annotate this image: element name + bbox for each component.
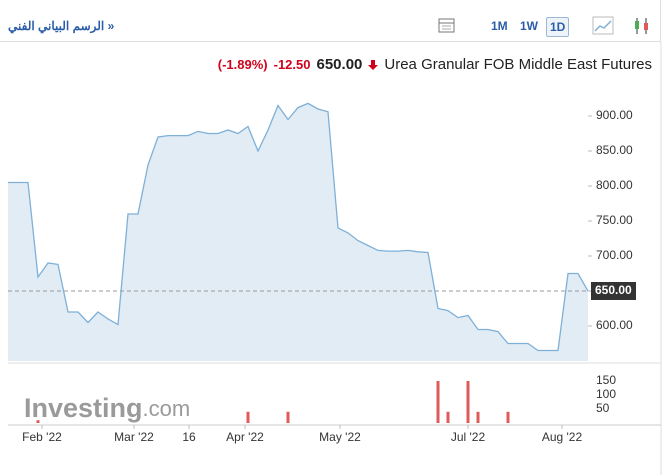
volume-bar (36, 420, 40, 423)
indicator-icon[interactable] (632, 16, 652, 36)
x-tick-label: Aug '22 (542, 430, 583, 444)
y-tick-label: 850.00 (596, 143, 633, 157)
change-percent: (-1.89%) (217, 57, 268, 72)
table-icon[interactable] (438, 18, 456, 34)
watermark-main: Investing (24, 393, 143, 423)
y-tick-label: 700.00 (596, 248, 633, 262)
instrument-name: Urea Granular FOB Middle East Futures (384, 56, 652, 73)
x-tick-label: 16 (182, 430, 196, 444)
volume-bar (466, 381, 470, 423)
y-tick-label: 750.00 (596, 213, 633, 227)
volume-bar (506, 411, 510, 423)
area-fill (8, 103, 588, 362)
x-tick-label: May '22 (319, 430, 361, 444)
y-tick-label: 600.00 (596, 318, 633, 332)
down-arrow (368, 59, 379, 70)
volume-bar (286, 411, 290, 423)
x-tick-label: Mar '22 (114, 430, 154, 444)
watermark: Investing.com (24, 393, 190, 423)
volume-bar (476, 411, 480, 423)
watermark-suffix: .com (143, 396, 191, 421)
x-tick-label: Jul '22 (451, 430, 486, 444)
y-tick-label: 900.00 (596, 108, 633, 122)
x-tick-label: Feb '22 (22, 430, 62, 444)
period-button[interactable]: 1W (520, 19, 538, 33)
quote-header: (-1.89%) -12.50 650.00 Urea Granular FOB… (218, 56, 652, 73)
volume-bar (246, 411, 250, 423)
y2-tick-label: 100 (596, 387, 616, 401)
volume-bar (436, 381, 440, 423)
current-price-label: 650.00 (595, 283, 632, 297)
toolbar: الرسم البياني الفني » 1M 1W 1D (0, 0, 661, 42)
x-tick-label: Apr '22 (226, 430, 264, 444)
y2-tick-label: 50 (596, 401, 610, 415)
volume-bar (446, 411, 450, 423)
technical-chart-link[interactable]: الرسم البياني الفني » (8, 19, 115, 33)
price-line (8, 102, 589, 352)
y-tick-label: 800.00 (596, 178, 633, 192)
period-button[interactable]: 1M (491, 19, 508, 33)
current-price-box (591, 282, 636, 300)
change: -12.50 (273, 57, 311, 72)
chart-type-icon[interactable] (592, 16, 614, 36)
y2-tick-label: 150 (596, 373, 616, 387)
price: 650.00 (316, 56, 363, 73)
period-button[interactable]: 1D (546, 17, 570, 37)
